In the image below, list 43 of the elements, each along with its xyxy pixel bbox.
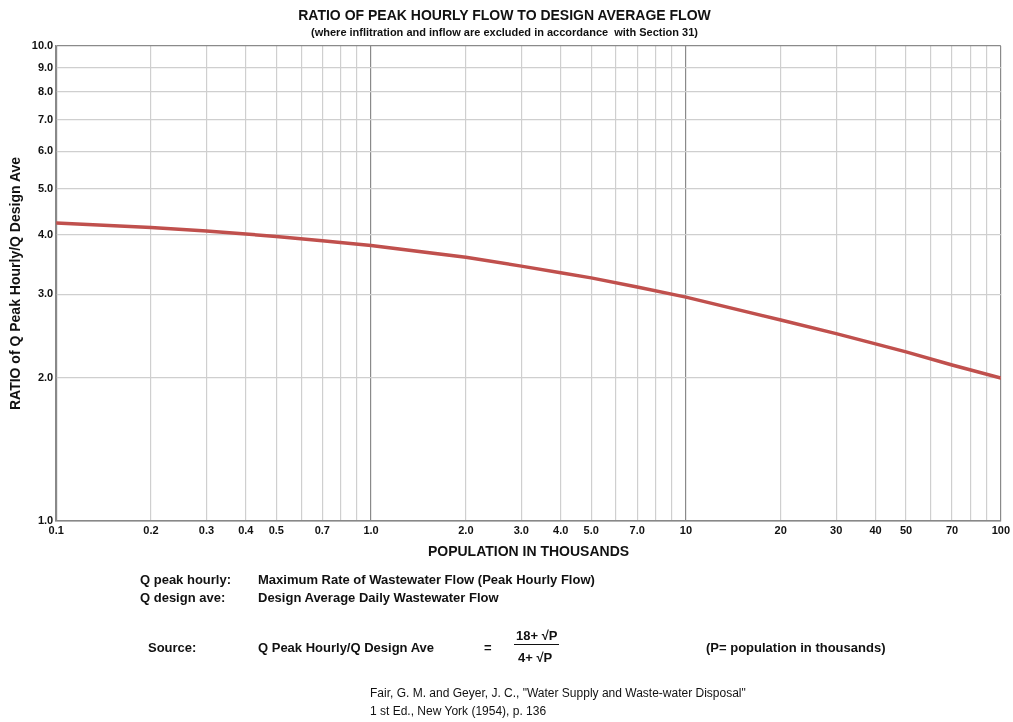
x-tick-label: 30 [830, 523, 843, 536]
text: Q peak hourly: [140, 572, 232, 587]
y-tick-label: 2.0 [37, 371, 54, 384]
text: Q design ave: [140, 590, 226, 605]
source-note: Source: [148, 640, 197, 655]
x-tick-label: 1.0 [363, 523, 379, 536]
chart-title: RATIO OF PEAK HOURLY FLOW TO DESIGN AVERAGE FLOW [298, 7, 712, 24]
text: = [484, 640, 492, 655]
x-tick-label: 0.5 [268, 523, 284, 536]
x-axis-title: POPULATION IN THOUSANDS [427, 543, 630, 560]
x-tick-label: 10 [679, 523, 693, 536]
text: 18+ √P [514, 628, 560, 645]
x-tick-label: 0.3 [198, 523, 215, 536]
y-tick-label: 9.0 [37, 60, 54, 73]
text: 4+ √P [518, 650, 553, 665]
y-axis-title: RATIO of Q Peak Hourly/Q Design Ave [7, 156, 24, 411]
text: (P= population in thousands) [706, 640, 886, 655]
x-tick-label: 40 [869, 523, 882, 536]
x-tick-label: 70 [945, 523, 959, 536]
text: Fair, G. M. and Geyer, J. C., "Water Supply and Waste-water Disposal" [370, 686, 746, 700]
text: Design Average Daily Wastewater Flow [258, 590, 499, 605]
x-tick-label: 0.4 [238, 523, 255, 536]
x-tick-label: 0.7 [314, 523, 330, 536]
x-tick-label: 4.0 [553, 523, 569, 536]
text: Q Peak Hourly/Q Design Ave [258, 640, 435, 655]
y-tick-label: 10.0 [31, 39, 54, 52]
x-tick-label: 2.0 [458, 523, 474, 536]
y-tick-label: 4.0 [37, 228, 54, 241]
x-tick-label: 7.0 [629, 523, 645, 536]
text: 1 st Ed., New York (1954), p. 136 [370, 704, 547, 718]
y-tick-label: 6.0 [37, 144, 54, 157]
x-tick-label: 5.0 [583, 523, 599, 536]
y-tick-label: 8.0 [37, 85, 54, 98]
x-tick-label: 20 [774, 523, 787, 536]
y-tick-label: 5.0 [37, 182, 54, 195]
text: Maximum Rate of Wastewater Flow (Peak Hourly Flow) [258, 572, 595, 587]
chart-subtitle: (where inflitration and inflow are excluded in accordance with Section 31) [311, 26, 699, 39]
x-tick-label: 50 [899, 523, 913, 536]
y-tick-label: 7.0 [37, 112, 54, 125]
x-tick-label: 3.0 [513, 523, 529, 536]
x-tick-label: 100 [991, 523, 1010, 536]
x-tick-label: 0.2 [143, 523, 159, 536]
y-tick-label: 3.0 [37, 287, 54, 300]
